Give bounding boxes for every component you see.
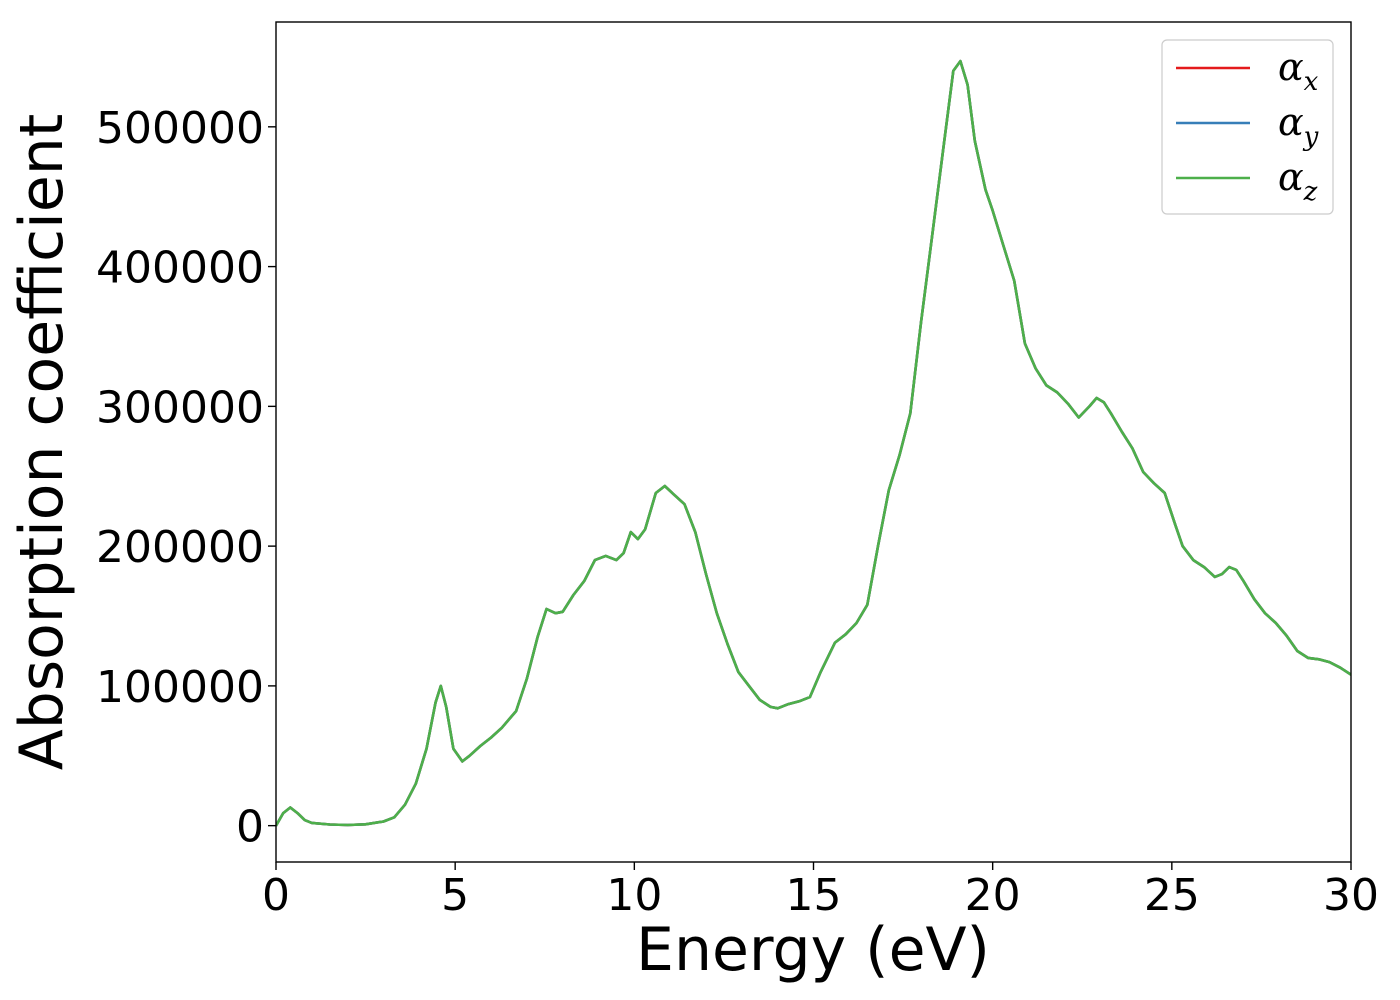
- y-axis: 0 100000 200000 300000 400000 500000: [96, 103, 276, 853]
- x-tick-label: 5: [441, 870, 469, 921]
- legend-label-alpha-x: αx: [1278, 45, 1319, 97]
- series-layer: [276, 59, 1351, 827]
- legend-symbol: α: [1278, 100, 1304, 144]
- legend-subscript: z: [1303, 177, 1318, 207]
- legend-symbol: α: [1278, 155, 1304, 199]
- x-tick-label: 30: [1323, 870, 1379, 921]
- x-axis-title: Energy (eV): [636, 915, 990, 985]
- y-tick-label: 0: [236, 802, 264, 853]
- y-tick-label: 200000: [96, 522, 264, 573]
- y-axis-title: Absorption coefficient: [7, 114, 77, 771]
- x-tick-label: 0: [262, 870, 290, 921]
- y-tick-label: 100000: [96, 662, 264, 713]
- y-tick-label: 500000: [96, 103, 264, 154]
- legend-label-alpha-z: αz: [1278, 155, 1318, 207]
- legend-box: [1161, 39, 1334, 215]
- legend-label-alpha-y: αy: [1278, 100, 1319, 152]
- series-line-alpha-z: [276, 59, 1351, 827]
- y-tick-label: 300000: [96, 382, 264, 433]
- x-tick-label: 15: [786, 870, 842, 921]
- legend-subscript: x: [1304, 67, 1319, 97]
- x-tick-label: 10: [606, 870, 662, 921]
- x-axis: 0 5 10 15 20 25 30: [262, 862, 1379, 921]
- y-tick-label: 400000: [96, 243, 264, 294]
- x-tick-label: 25: [1144, 870, 1200, 921]
- x-tick-label: 20: [965, 870, 1021, 921]
- legend-subscript: y: [1303, 122, 1319, 152]
- legend-symbol: α: [1278, 45, 1304, 89]
